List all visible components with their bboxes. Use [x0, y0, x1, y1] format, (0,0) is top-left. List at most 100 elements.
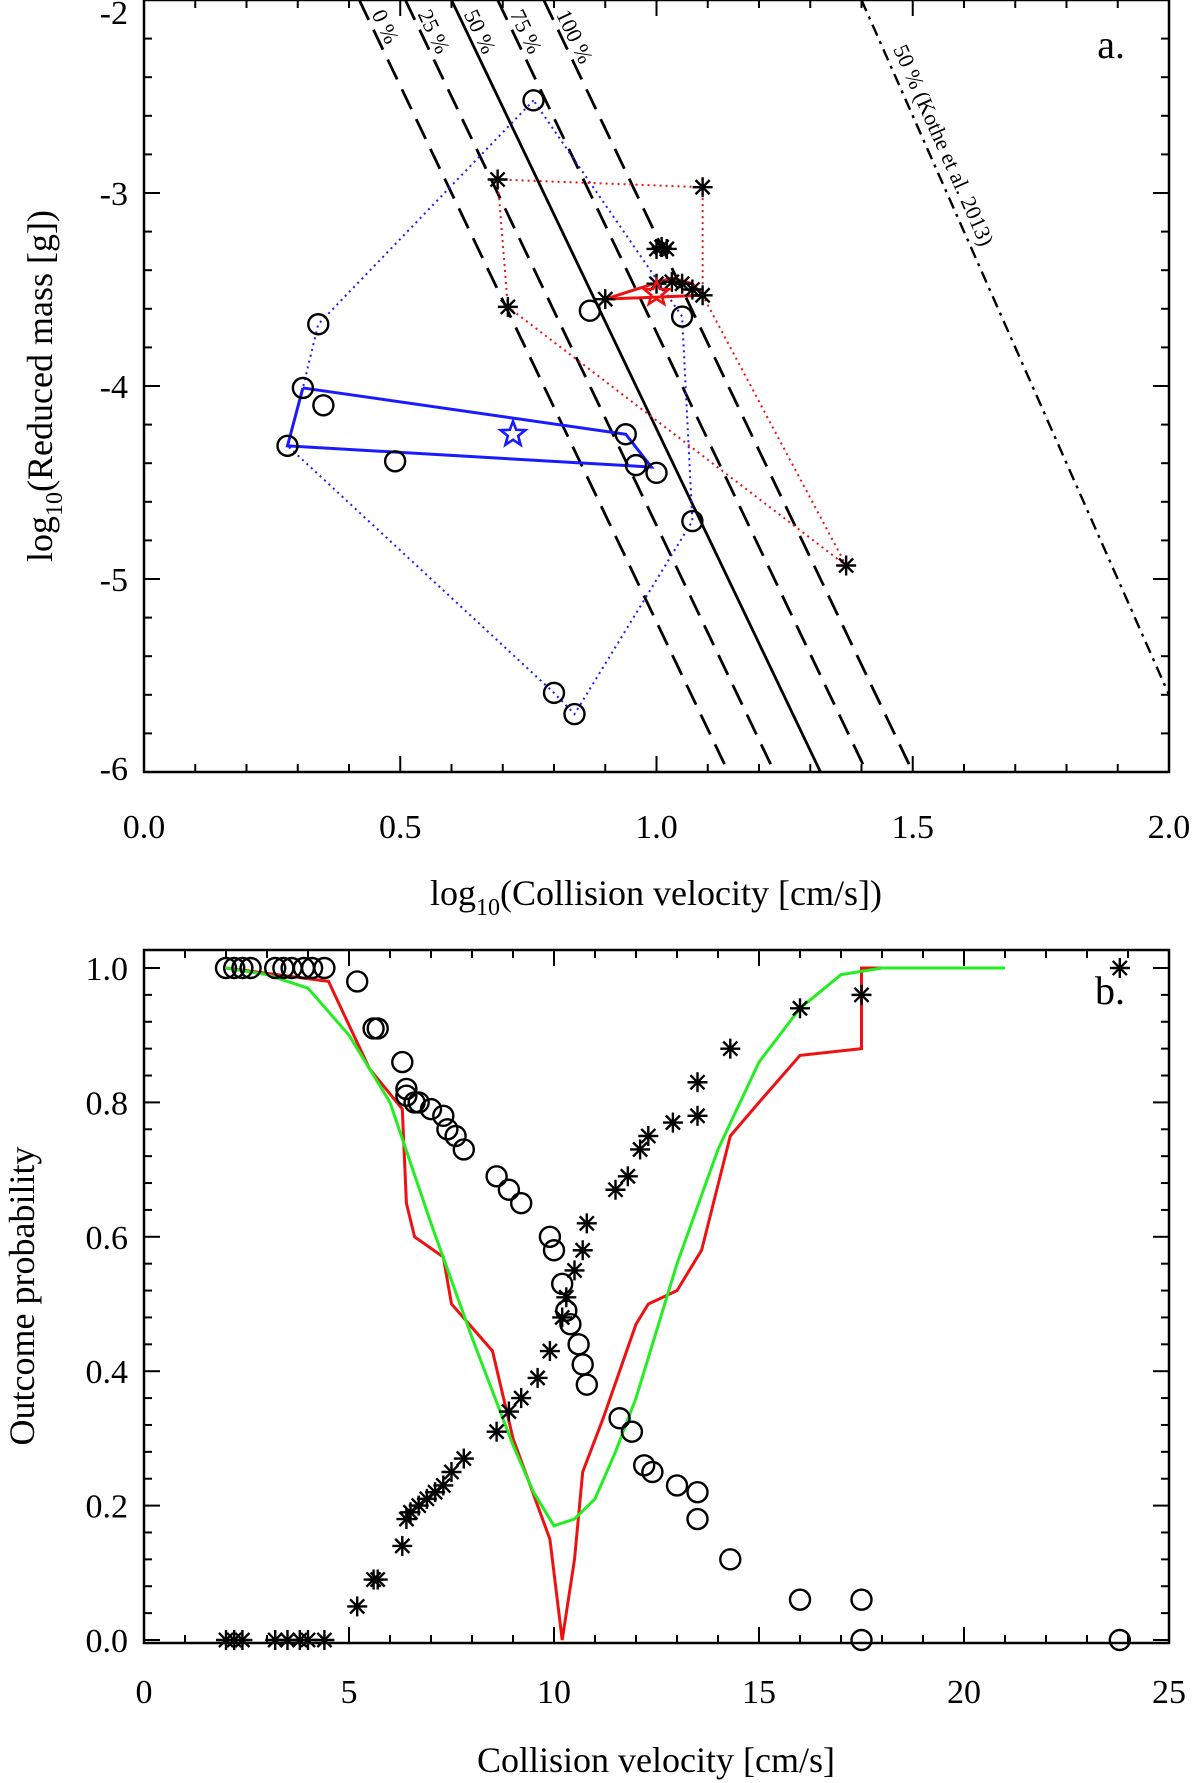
panel-a-series-0-point-6 — [614, 423, 637, 446]
panel-b-letter: b. — [1095, 968, 1125, 1013]
boundary-line-1 — [404, 0, 776, 772]
panel-b-circle-point-12 — [366, 1017, 389, 1040]
panel-a-series-1-point-8 — [672, 273, 693, 294]
panel-b-asterisk-point-35 — [687, 1105, 708, 1126]
panel-b-asterisk-point-17 — [433, 1475, 454, 1496]
boundary-line-0 — [357, 0, 730, 772]
panel-a-y-axis-title-log: log — [20, 516, 60, 562]
panel-a-series-0-point-9 — [681, 509, 704, 533]
series-0-outline-solid — [285, 386, 655, 469]
panel-b-y-tick-label-4: 0.8 — [86, 1085, 129, 1122]
boundary-line-label-4: 100 % — [551, 5, 598, 67]
panel-a-series-1-point-4 — [656, 238, 677, 259]
panel-a-x-tick-label-0: 0.0 — [123, 809, 166, 846]
panel-a-x-tick-label-1: 0.5 — [379, 809, 422, 846]
panel-b-asterisk-point-10 — [367, 1569, 388, 1590]
panel-b-asterisk-point-33 — [638, 1126, 659, 1146]
panel-a-y-tick-label-3: -3 — [100, 176, 128, 213]
panel-a-series-0-point-13 — [563, 702, 586, 726]
panel-b-circle-point-32 — [571, 1353, 594, 1376]
panel-b-circle-point-4 — [264, 956, 287, 980]
panel-a-series-0-centroid-star — [497, 417, 529, 448]
panel-b-asterisk-point-24 — [539, 1341, 560, 1362]
panel-b-x-tick-label-2: 10 — [537, 1674, 571, 1711]
panel-a-series-0-point-0 — [522, 89, 545, 112]
panel-b-circle-point-41 — [719, 1548, 742, 1571]
panel-b-x-axis-title: Collision velocity [cm/s] — [477, 1740, 835, 1780]
panel-a-y-tick-label-4: -2 — [100, 0, 128, 32]
panel-b-circle-point-35 — [620, 1420, 644, 1443]
panel-b-circle-point-39 — [686, 1480, 709, 1504]
panel-a-x-axis-title-sub: 10 — [476, 895, 500, 921]
panel-a-y-axis-title-rest: (Reduced mass [g]) — [20, 210, 60, 492]
panel-b-asterisk-point-11 — [392, 1535, 413, 1556]
panel-b-y-tick-label-2: 0.4 — [86, 1354, 129, 1391]
panel-b-asterisk-point-38 — [790, 998, 810, 1019]
panel-a-series-0-point-4 — [276, 434, 299, 458]
panel-b-asterisk-point-34 — [662, 1112, 683, 1133]
boundary-line-2 — [450, 0, 822, 772]
panel-b-asterisk-point-25 — [552, 1307, 573, 1328]
panel-b-y-tick-label-3: 0.6 — [86, 1220, 129, 1257]
panel-b-circle-point-18 — [419, 1097, 443, 1121]
panel-b-asterisk-point-19 — [453, 1448, 474, 1469]
panel-b-x-tick-label-3: 15 — [742, 1674, 776, 1711]
panel-a-series-0-point-10 — [578, 299, 602, 322]
panel-a-y-axis-title-sub: 10 — [42, 492, 68, 516]
panel-b-circle-point-37 — [641, 1460, 664, 1484]
panel-b-asterisk-point-32 — [630, 1139, 651, 1160]
panel-a-series-0-point-2 — [291, 376, 315, 400]
panel-b-plot-frame — [142, 948, 1171, 1645]
panel-b-circle-point-33 — [575, 1373, 598, 1396]
panel-b-chart: 0 5 10 15 20 25 0.0 0.2 0.4 0.6 0.8 1.0 b. Collisio… — [2, 948, 1186, 1780]
panel-b-asterisk-point-18 — [441, 1462, 462, 1482]
panel-b-circle-point-8 — [300, 956, 324, 980]
panel-b-asterisk-point-36 — [687, 1072, 708, 1093]
panel-a-series-0-point-5 — [383, 450, 407, 473]
panel-b-fit-line-3 — [225, 966, 1005, 1528]
panel-b-circle-point-23 — [485, 1165, 508, 1188]
panel-b-asterisk-point-7 — [314, 1630, 335, 1650]
panel-b-asterisk-point-29 — [576, 1213, 597, 1234]
panel-b-asterisk-point-23 — [527, 1367, 548, 1388]
panel-a-x-axis-title-rest: (Collision velocity [cm/s]) — [500, 873, 882, 913]
panel-b-asterisk-point-21 — [498, 1401, 519, 1422]
panel-b-x-tick-label-4: 20 — [947, 1674, 981, 1711]
panel-b-x-tick-label-1: 5 — [341, 1674, 358, 1711]
panel-b-circle-point-43 — [850, 1588, 873, 1611]
panel-b-y-tick-label-0: 0.0 — [86, 1623, 129, 1660]
panel-b-asterisk-point-28 — [572, 1240, 593, 1261]
panel-b-circle-point-27 — [542, 1239, 566, 1262]
panel-a-series-0-point-3 — [312, 394, 335, 417]
boundary-line-label-0: 0 % — [367, 5, 405, 47]
panel-a-series-1-point-11 — [497, 296, 518, 317]
panel-a-series-1-point-9 — [682, 279, 703, 300]
panel-b-circle-point-9 — [313, 956, 336, 980]
boundary-line-3 — [496, 0, 868, 772]
panel-b-circle-point-34 — [608, 1407, 631, 1430]
panel-b-circle-point-26 — [538, 1225, 562, 1249]
panel-a-series-0-point-11 — [670, 305, 694, 328]
panel-a-y-tick-label-1: -5 — [100, 562, 128, 599]
panel-b-asterisk-point-39 — [851, 984, 872, 1005]
panel-b-asterisk-point-40 — [1109, 958, 1130, 978]
panel-b-circle-point-3 — [239, 956, 262, 980]
panel-b-circle-point-25 — [510, 1191, 533, 1215]
panel-b-asterisk-point-4 — [277, 1630, 298, 1650]
panel-b-y-axis-title: Outcome probability — [2, 1147, 42, 1446]
panel-b-circle-point-31 — [567, 1333, 590, 1356]
panel-b-circle-point-17 — [407, 1091, 430, 1114]
panel-b-asterisk-point-31 — [617, 1166, 638, 1187]
panel-b-asterisk-point-8 — [347, 1596, 368, 1617]
panel-b-x-tick-label-5: 25 — [1152, 1674, 1186, 1711]
panel-b-circle-point-2 — [231, 956, 254, 980]
panel-a-plot-frame — [142, 0, 1171, 774]
panel-a-y-tick-label-2: -4 — [100, 369, 128, 406]
panel-a-y-tick-label-0: -6 — [100, 751, 128, 788]
panel-a-series-0-point-7 — [624, 453, 648, 477]
panel-b-fit-line-2 — [225, 966, 1005, 1641]
panel-a-series-1-point-12 — [836, 555, 857, 576]
panel-b-asterisk-point-26 — [556, 1287, 577, 1308]
panel-b-asterisk-point-2 — [232, 1630, 253, 1650]
